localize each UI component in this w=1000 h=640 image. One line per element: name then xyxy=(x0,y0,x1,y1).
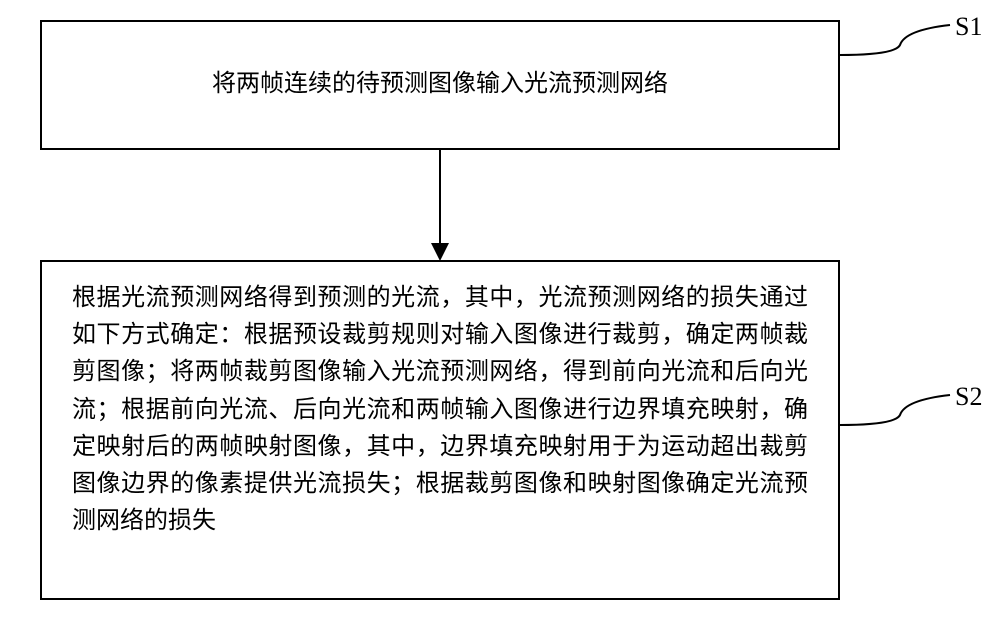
step-s2-text: 根据光流预测网络得到预测的光流，其中，光流预测网络的损失通过如下方式确定：根据预… xyxy=(72,280,808,540)
label-s1: S1 xyxy=(955,12,982,42)
step-s1-text: 将两帧连续的待预测图像输入光流预测网络 xyxy=(82,66,798,103)
arrow-s1-s2-line xyxy=(439,150,441,244)
arrow-s1-s2-head xyxy=(431,243,449,261)
step-box-s1: 将两帧连续的待预测图像输入光流预测网络 xyxy=(40,20,840,150)
connector-s1 xyxy=(840,10,960,70)
flowchart-canvas: 将两帧连续的待预测图像输入光流预测网络 根据光流预测网络得到预测的光流，其中，光… xyxy=(0,0,1000,640)
step-box-s2: 根据光流预测网络得到预测的光流，其中，光流预测网络的损失通过如下方式确定：根据预… xyxy=(40,260,840,600)
label-s2: S2 xyxy=(955,382,982,412)
connector-s2 xyxy=(840,380,960,440)
